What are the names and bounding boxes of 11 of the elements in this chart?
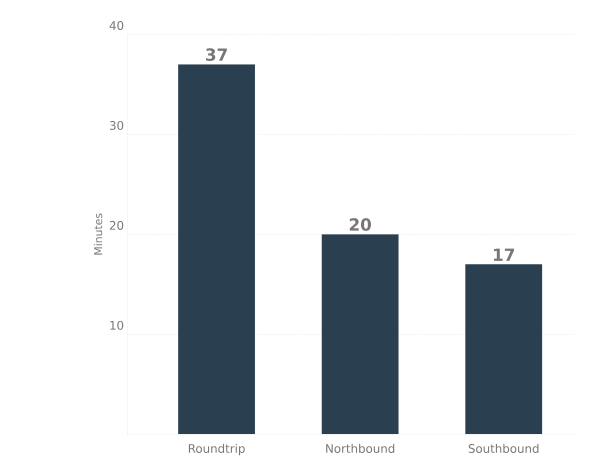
data-label: 37 bbox=[206, 48, 227, 62]
data-label: 17 bbox=[494, 248, 514, 261]
y-axis-title: Minutes bbox=[94, 214, 102, 255]
x-tick-label: Northbound bbox=[326, 444, 394, 454]
data-label: 20 bbox=[350, 218, 371, 231]
y-tick-label: 20 bbox=[110, 221, 124, 230]
y-tick-label: 40 bbox=[110, 21, 124, 30]
y-tick-label: 10 bbox=[110, 320, 124, 330]
x-tick-label: Southbound bbox=[468, 444, 538, 454]
x-tick-label: Roundtrip bbox=[188, 444, 245, 456]
y-tick-label: 30 bbox=[110, 121, 124, 130]
